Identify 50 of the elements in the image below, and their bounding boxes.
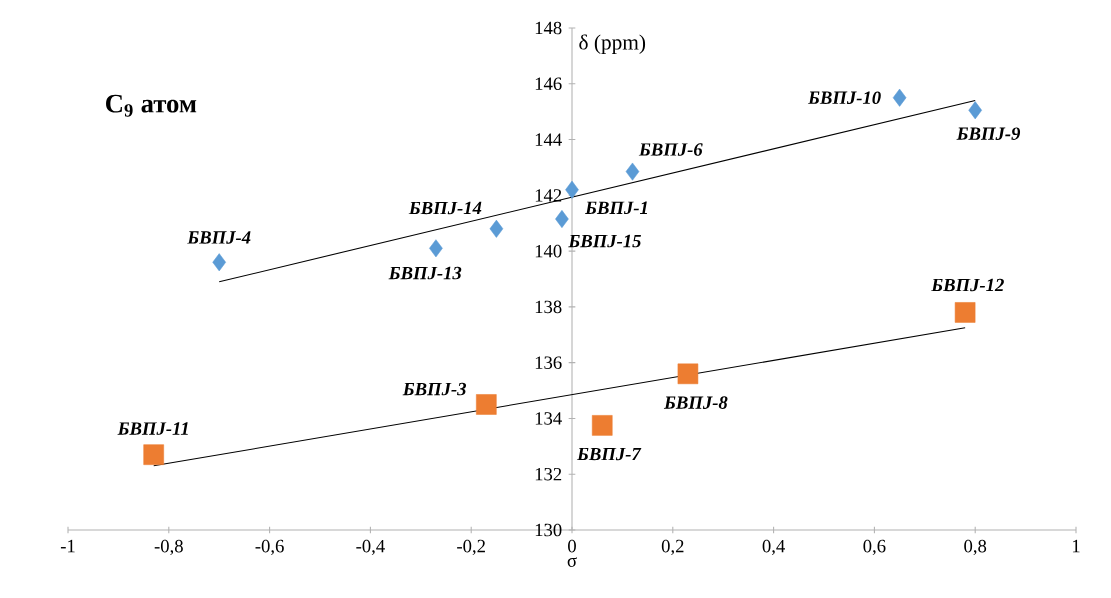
annotation: БВПJ-4	[187, 231, 251, 244]
annotation: БВПJ-8	[663, 396, 728, 409]
point	[489, 219, 504, 238]
x-tick-label: 1	[1072, 539, 1080, 553]
point	[143, 444, 164, 465]
x-tick-label: -1	[60, 539, 75, 553]
point	[968, 101, 982, 120]
x-tick-label: 0	[568, 539, 576, 553]
y-tick-label: 144	[535, 133, 562, 146]
annotation: БВПJ-14	[408, 201, 482, 215]
point	[565, 180, 579, 199]
x-tick-label: 0,4	[762, 539, 785, 556]
annotation: БВПJ-11	[117, 422, 188, 435]
y-tick-label: 146	[535, 77, 562, 91]
y-tick-label: 130	[535, 523, 562, 537]
x-tick-label: 0,8	[964, 539, 987, 556]
x-tick-label: -0,4	[356, 539, 385, 556]
point	[429, 239, 443, 258]
annotation: БВПJ-3	[402, 382, 467, 396]
point	[892, 88, 907, 107]
y-axis-title: δ (ppm)	[579, 34, 646, 54]
x-tick-label: 0,2	[661, 539, 684, 556]
x-tick-label: 0,6	[863, 539, 886, 556]
y-tick-label: 132	[535, 467, 562, 481]
point	[212, 253, 226, 272]
annotation: БВПJ-12	[931, 278, 1004, 292]
x-tick-label: -0,2	[457, 539, 485, 556]
y-tick-label: 148	[535, 21, 562, 35]
point	[954, 302, 976, 323]
point	[625, 162, 640, 181]
annotation: БВПJ-9	[956, 127, 1021, 140]
point	[476, 394, 497, 415]
annotation: БВПJ-15	[568, 234, 641, 248]
point	[677, 363, 699, 385]
y-tick-label: 142	[535, 189, 562, 202]
y-tick-label: 138	[535, 300, 562, 314]
x-tick-label: -0,6	[255, 539, 284, 556]
text: C$_{9}$ атом	[106, 94, 197, 117]
y-tick-label: 136	[535, 356, 562, 369]
x-tick-label: -0,8	[154, 539, 183, 556]
annotation: БВПJ-6	[638, 143, 703, 156]
y-tick-label: 140	[535, 244, 562, 258]
annotation: БВПJ-10	[807, 91, 881, 105]
annotation: БВПJ-1	[584, 201, 647, 215]
x-axis-title: σ	[567, 557, 577, 567]
annotation: БВПJ-7	[576, 447, 642, 461]
point	[591, 415, 613, 436]
y-tick-label: 134	[535, 412, 562, 425]
annotation: БВПJ-13	[388, 266, 462, 280]
point	[555, 210, 569, 228]
